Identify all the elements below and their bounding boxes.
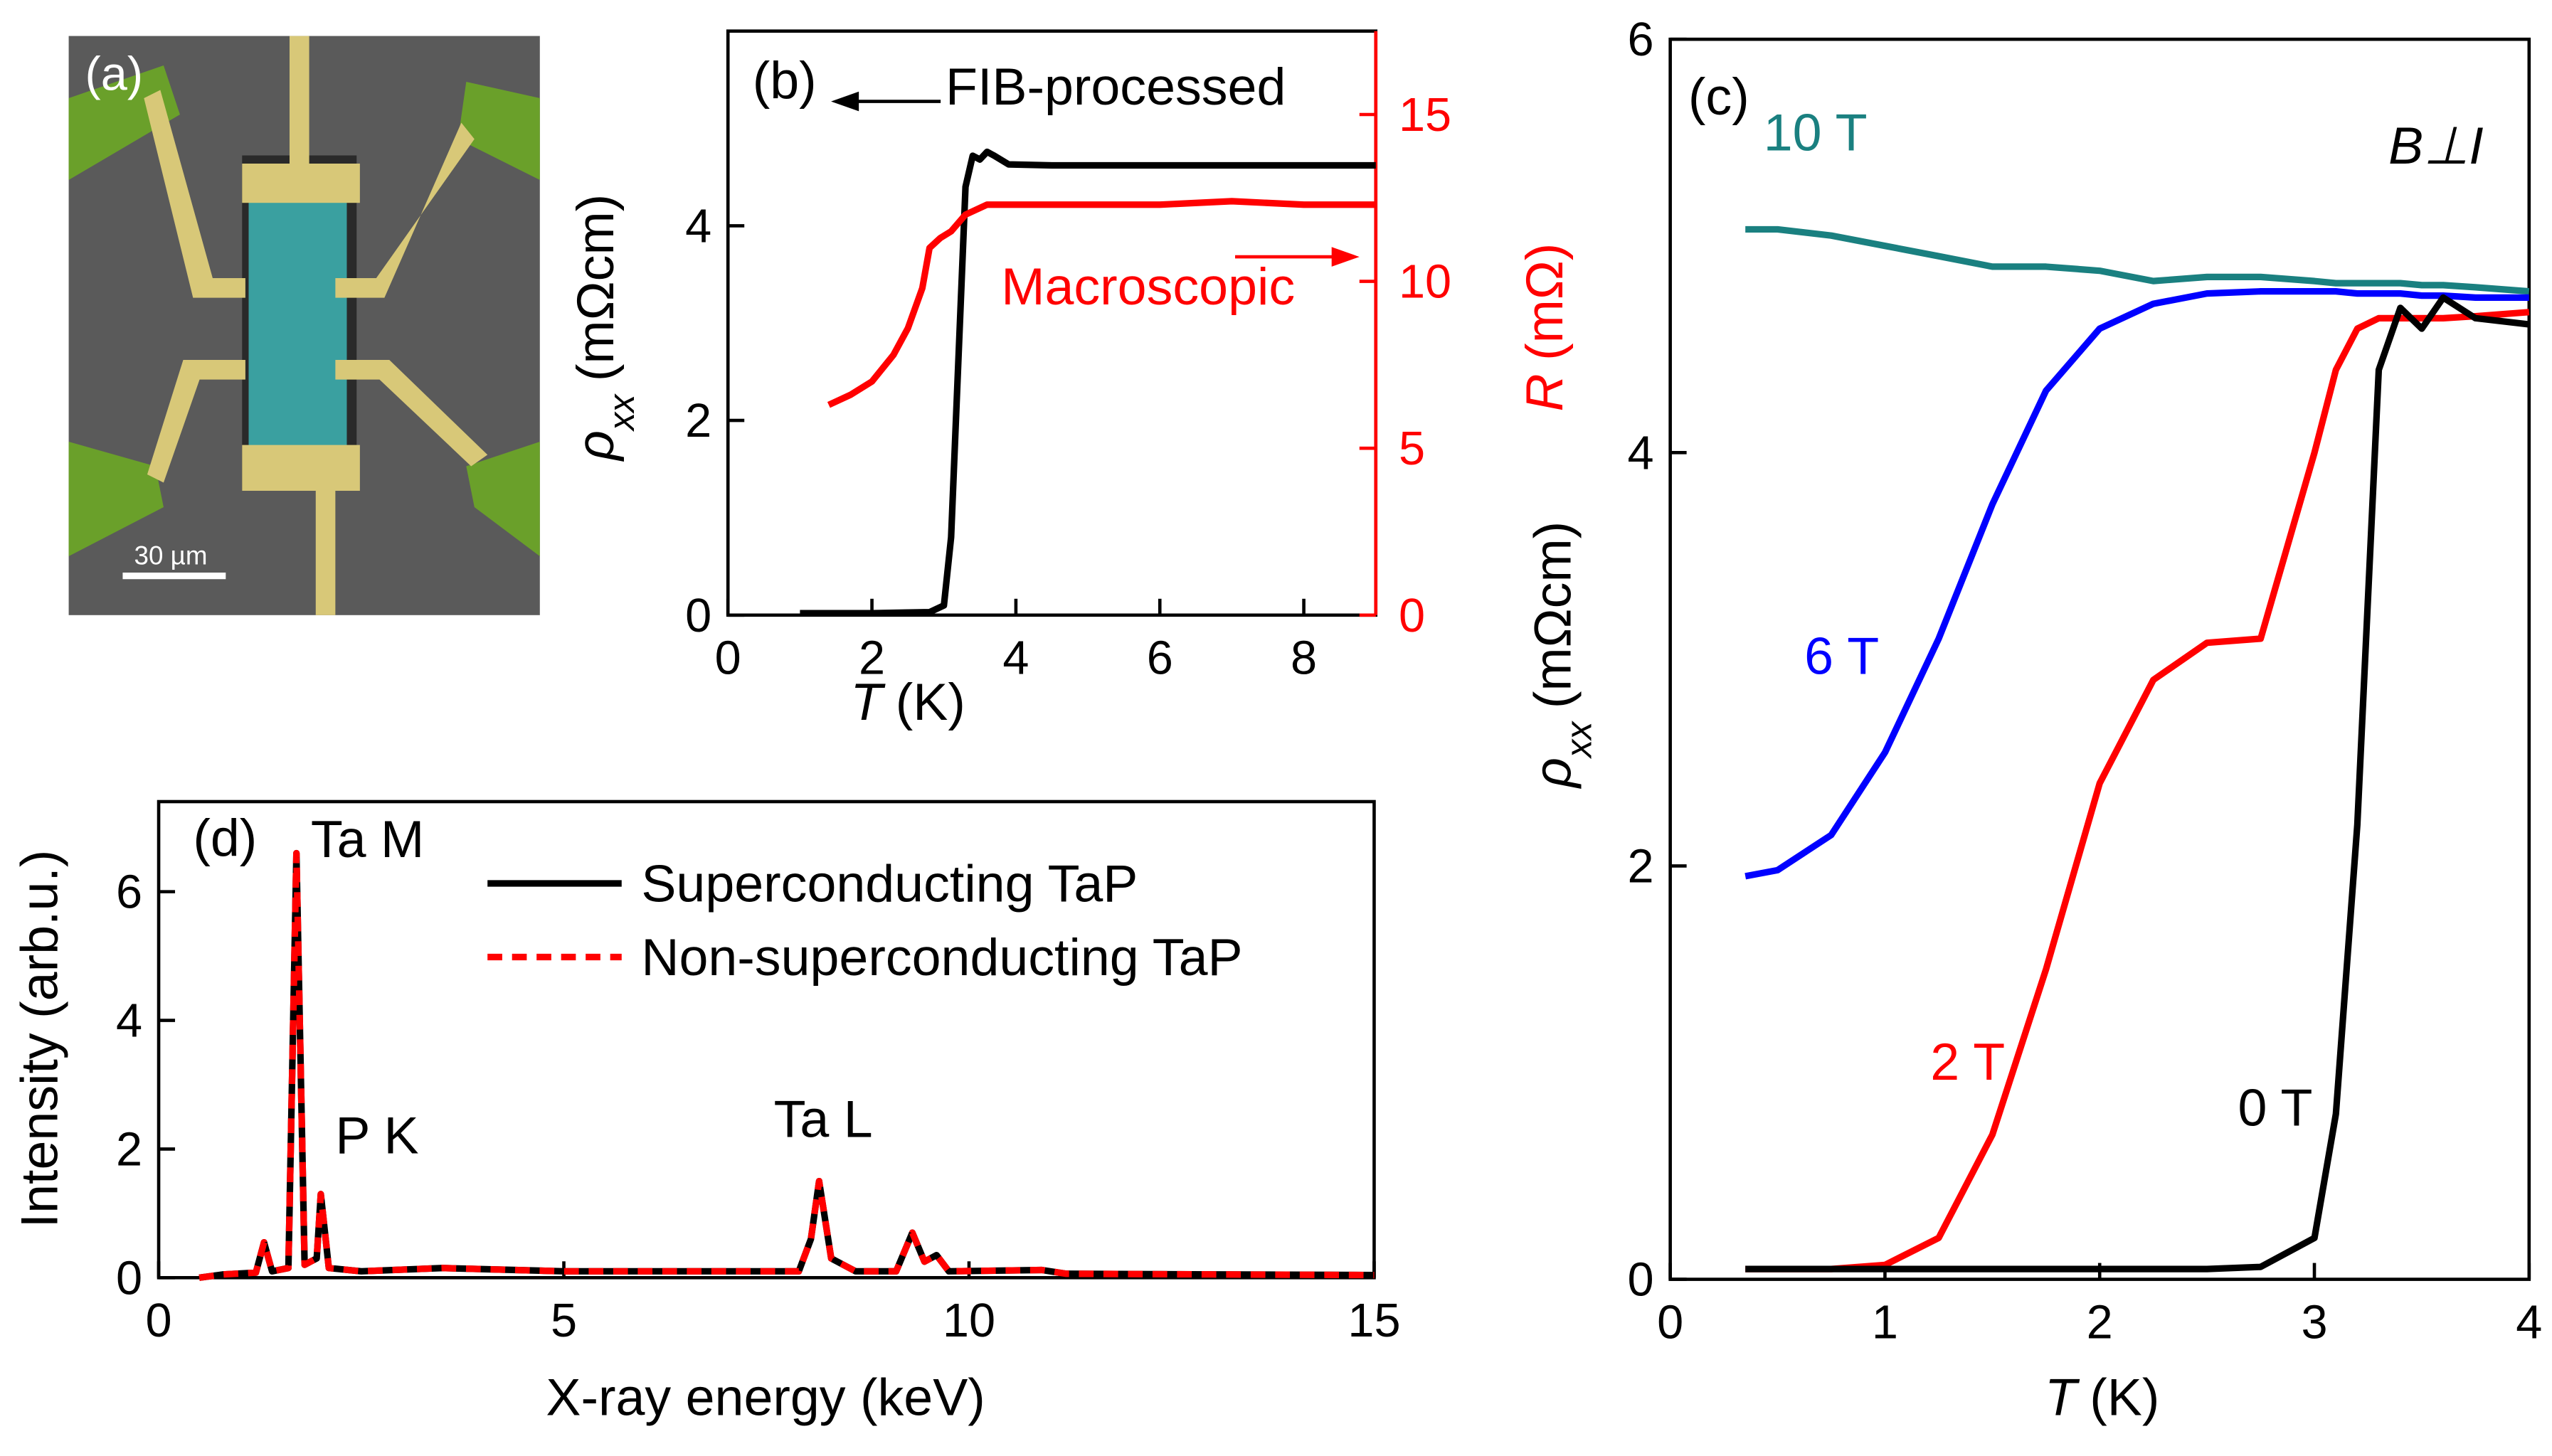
axis-label-part: ρ [1523, 758, 1582, 789]
axis-label-part: (mΩcm) [1523, 521, 1582, 708]
series-label: 6 T [1804, 627, 1879, 686]
lead [335, 360, 488, 467]
panel-label: (a) [85, 48, 144, 100]
contact [242, 164, 360, 203]
x-tick-label: 15 [1348, 1295, 1400, 1347]
annotation: Macroscopic [1001, 257, 1295, 316]
axis-label-part: xx [601, 393, 642, 432]
x-tick-label: 10 [943, 1295, 995, 1347]
annotation: (c) [1688, 67, 1749, 126]
lead [144, 90, 245, 298]
annotation: B⊥I [2388, 116, 2484, 175]
annotation: Ta M [311, 809, 424, 868]
axis-label: Intensity (arb.u.) [9, 850, 68, 1228]
y-tick-label: 4 [1628, 427, 1654, 479]
y-tick-label: 6 [116, 866, 142, 919]
chart: 0 2 4 6 8 0 2 4 0 5 10 15 (b) FIB-processed Macroscopi… [685, 29, 1451, 685]
x-tick-label: 0 [715, 632, 741, 685]
data-line [198, 849, 1375, 1281]
plot-frame [157, 799, 1376, 1280]
contact [242, 445, 360, 491]
y2-tick-label: 5 [1399, 423, 1425, 475]
axis-label: R (mΩ) [1515, 243, 1574, 412]
series-label: 2 T [1930, 1032, 2005, 1091]
annotation: (b) [753, 51, 817, 110]
axis-label: ρxx (mΩcm) [566, 194, 641, 462]
lead [315, 484, 336, 615]
chart: 0 1 2 3 4 0 2 4 6 10 T 6 T 2 T 0 T (c) B⊥I [1628, 14, 2543, 1349]
x-tick-label: 2 [2087, 1296, 2113, 1349]
axis-label-part: (K) [896, 672, 965, 731]
y2-tick-label: 15 [1399, 89, 1451, 142]
lead [289, 36, 309, 167]
data-line [198, 849, 1375, 1281]
plot-frame [726, 29, 1378, 617]
axis-label-part: (K) [2090, 1367, 2159, 1426]
data-line [800, 148, 1376, 617]
electrode [68, 442, 164, 556]
x-tick-label: 6 [1147, 632, 1173, 685]
y-tick-label: 2 [1628, 840, 1654, 893]
annotation: (d) [193, 808, 257, 867]
legend-label: Non-superconducting TaP [641, 928, 1242, 987]
axis-label-part: T [2045, 1367, 2080, 1426]
x-tick-label: 8 [1291, 632, 1317, 685]
scale-bar-label: 30 µm [134, 541, 208, 570]
arrows [831, 91, 1360, 267]
x-tick-label: 4 [2516, 1296, 2542, 1349]
y2-tick-label: 10 [1399, 256, 1451, 309]
data-line [1744, 288, 2529, 880]
y-tick-label: 6 [1628, 14, 1654, 66]
y-tick-label: 2 [685, 395, 711, 447]
annotation: FIB-processed [946, 57, 1286, 116]
y-tick-label: 0 [116, 1252, 142, 1304]
legend-label: Superconducting TaP [641, 854, 1138, 913]
axis-label: X-ray energy (keV) [546, 1367, 985, 1426]
x-tick-label: 2 [859, 632, 885, 685]
data-line [1745, 225, 2530, 295]
electrode [466, 442, 540, 556]
axis-label-part: xx [1558, 721, 1599, 760]
sample [248, 199, 347, 454]
x-tick-label: 5 [551, 1295, 577, 1347]
axis-label-part: (mΩ) [1515, 243, 1574, 361]
series-label: 10 T [1764, 103, 1868, 162]
chart: 0 5 10 15 0 2 4 6 Superconducting TaP Non-superco… [116, 799, 1401, 1347]
axis-label: ρxx (mΩcm) [1523, 521, 1598, 790]
annotation: P K [335, 1105, 418, 1164]
axis-label-part: ρ [566, 430, 625, 462]
lead [147, 360, 245, 483]
axis-label: T (K) [850, 672, 965, 731]
axis-label-part: R [1515, 373, 1574, 411]
x-tick-label: 0 [1657, 1296, 1683, 1349]
data-line [1745, 294, 2530, 1272]
y2-tick-label: 0 [1399, 590, 1425, 642]
axis-label: T (K) [2045, 1367, 2159, 1426]
data-line [1745, 309, 2530, 1272]
x-tick-label: 0 [145, 1295, 171, 1347]
annotation: Ta L [774, 1089, 873, 1148]
lead [335, 122, 475, 298]
y-tick-label: 4 [685, 200, 711, 253]
x-tick-label: 3 [2301, 1296, 2327, 1349]
series-label: 0 T [2238, 1078, 2313, 1137]
data-line [827, 198, 1376, 408]
electrode [457, 82, 540, 180]
y-tick-label: 0 [685, 590, 711, 642]
x-tick-label: 4 [1002, 632, 1029, 685]
y-tick-label: 4 [116, 995, 142, 1048]
x-tick-label: 1 [1872, 1296, 1898, 1349]
axis-label-part: (mΩcm) [566, 194, 625, 381]
sem-image: (a) 30 µm [68, 36, 540, 615]
plot-frame [1668, 37, 2531, 1281]
y-tick-label: 2 [116, 1123, 142, 1176]
y-tick-label: 0 [1628, 1254, 1654, 1307]
arrow-head [1331, 247, 1360, 267]
axis-label-part: T [850, 672, 886, 731]
arrow-head [831, 91, 859, 112]
